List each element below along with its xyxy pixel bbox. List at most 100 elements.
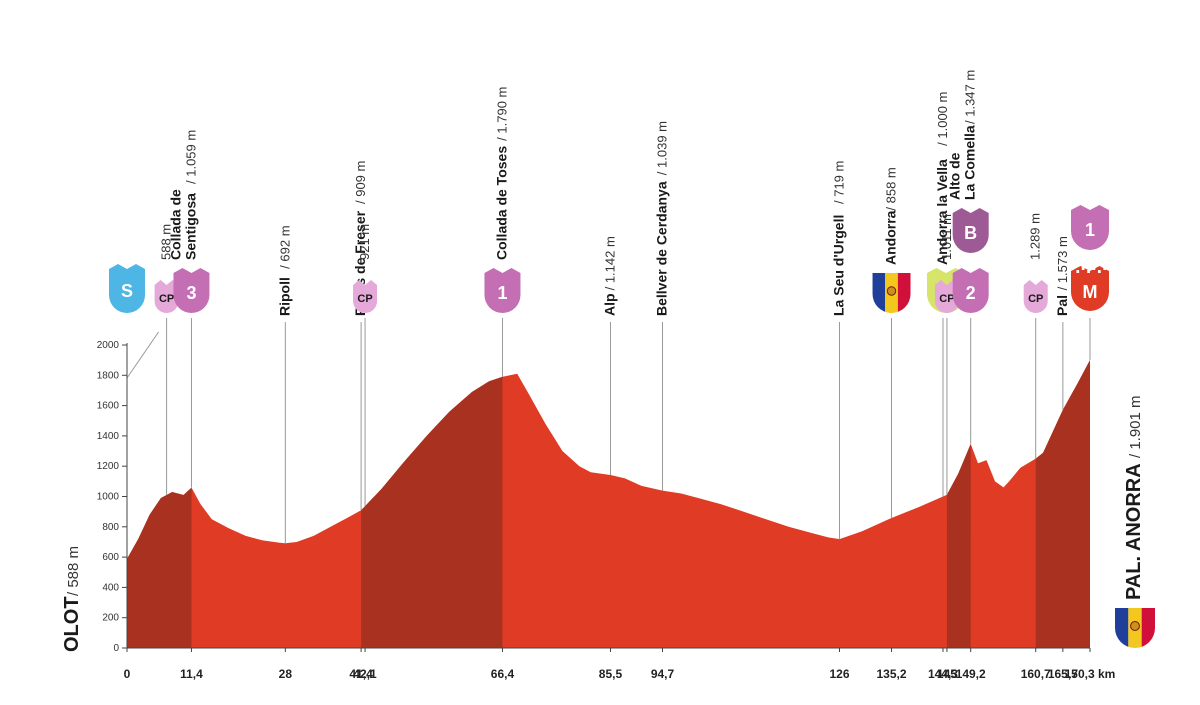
waypoint-name: Bellver de Cerdanya: [654, 181, 670, 316]
finish-checker: [1081, 267, 1085, 270]
badge-cp-1: CP: [154, 280, 179, 313]
start-label-group: OLOT / 588 m: [61, 546, 83, 652]
badge-finish-text: M: [1083, 282, 1098, 302]
x-tick-label: 126: [829, 667, 849, 681]
badge-finish-climb-text: 1: [1085, 220, 1095, 240]
waypoint-name: Alp: [601, 293, 617, 316]
badge-cp-5: CP: [353, 280, 378, 313]
waypoint-label-3: Ripoll / 692 m: [276, 225, 292, 316]
y-tick-label: 2000: [97, 340, 120, 351]
x-tick-label: 135,2: [877, 667, 907, 681]
badge-flag-10: [872, 273, 911, 313]
bonus-badge-shape-crest: [952, 208, 989, 213]
finish-altitude-label: / 1.901 m: [1127, 395, 1144, 458]
waypoint-name: Ripoll: [276, 277, 292, 316]
badge-finish: M1: [1071, 205, 1109, 311]
waypoint-name: Collada de: [167, 189, 183, 260]
waypoint-name: Collada de Toses: [493, 146, 509, 260]
finish-climb-badge-shape-crest: [1071, 205, 1109, 210]
x-tick-label: 149,2: [956, 667, 986, 681]
waypoint-label-2: Collada de Sentigosa / 1.059 m: [167, 130, 198, 260]
waypoint-name: Andorra la Vella: [934, 159, 950, 265]
start-badge-shape-crest: [109, 264, 145, 269]
waypoint-name: Andorra: [883, 210, 899, 265]
climb2-badge-shape: [952, 273, 989, 313]
badge-bonus-text: B: [964, 223, 977, 243]
waypoint-altitude: / 1.573 m: [1055, 236, 1070, 290]
badge-cp-text: CP: [1028, 293, 1043, 305]
finish-badge-shape-crest: [1071, 266, 1109, 271]
badge-climb-6: 1: [484, 268, 521, 313]
x-tick-label: 66,4: [491, 667, 515, 681]
y-tick-label: 800: [102, 522, 119, 533]
y-tick-label: 1200: [97, 461, 120, 472]
finish-checker: [1098, 270, 1101, 273]
badge-cp-14: CP: [1023, 280, 1048, 313]
waypoint-label-7: Alp / 1.142 m: [601, 236, 617, 316]
finish-checker: [1071, 267, 1074, 270]
y-tick-label: 0: [113, 643, 119, 654]
waypoint-altitude: 588 m: [159, 224, 174, 260]
waypoint-name: Pal: [1054, 295, 1070, 316]
waypoint-label-14: 1.289 m: [1028, 213, 1043, 260]
y-tick-label: 1800: [97, 370, 120, 381]
andorra-flag-finish: [1115, 608, 1155, 648]
finish-badge-shape: [1071, 271, 1109, 311]
finish-climb-badge-shape: [1071, 210, 1109, 250]
bonus-badge-shape: [952, 213, 989, 253]
waypoint-altitude: / 692 m: [277, 225, 292, 268]
y-tick-label: 1000: [97, 492, 120, 503]
finish-checker: [1087, 270, 1090, 273]
x-tick-label: 0: [124, 667, 131, 681]
climb2-badge-shape-crest: [952, 268, 989, 273]
finish-checker: [1076, 270, 1080, 273]
profile-area: [127, 360, 1090, 648]
badge-climb-text: 3: [186, 283, 196, 303]
waypoint-label-11: Andorra la Vella / 1.000 m: [934, 92, 950, 265]
waypoint-name: Sentigosa: [182, 193, 198, 260]
waypoint-altitude: / 1.039 m: [655, 121, 670, 175]
climb-segment-2: [361, 376, 503, 648]
finish-checker: [1103, 267, 1107, 270]
cp-badge-shape-crest: [353, 280, 378, 285]
cp-badge-shape-crest: [1023, 280, 1048, 285]
climb-badge-shape-crest: [484, 268, 521, 273]
start-connector: [126, 331, 159, 379]
andorra-flag-10-stripes: [872, 273, 911, 313]
climb-segment-4: [1035, 360, 1090, 648]
waypoint-altitude: 1.289 m: [1028, 213, 1043, 260]
x-tick-label: 165,5: [1048, 667, 1078, 681]
waypoint-name: La Comella: [962, 125, 978, 200]
badges-group: SCP3CP1SPCP2BCPM1: [109, 205, 1109, 313]
andorra-flag-10-coat: [886, 286, 897, 296]
cp-badge-shape: [1023, 285, 1048, 313]
waypoint-label-13: Alto de La Comella/ 1.347 m: [947, 70, 978, 200]
waypoint-lines-group: [126, 318, 1091, 544]
waypoint-altitude: / 858 m: [884, 167, 899, 210]
x-tick-label: 42,1: [353, 667, 377, 681]
finish-andorra-flag-red: [1141, 608, 1155, 648]
andorra-flag-10-blue: [872, 273, 886, 313]
finish-city-label: PAL. ANORRA: [1123, 463, 1145, 600]
x-tick-label: 160,7: [1021, 667, 1051, 681]
finish-andorra-flag-coat: [1130, 621, 1140, 631]
finish-checker: [1092, 267, 1096, 270]
waypoint-label-15: Pal / 1.573 m: [1054, 236, 1070, 316]
x-tick-label: 144,3: [928, 667, 958, 681]
badge-cp-text: CP: [939, 293, 954, 305]
cp-badge-shape-crest: [154, 280, 179, 285]
climb-badge-shape: [484, 273, 521, 313]
profile-area-group: [127, 360, 1090, 648]
y-tick-label: 1400: [97, 431, 120, 442]
waypoint-label-1: 588 m: [159, 224, 174, 260]
cp-badge-shape: [353, 285, 378, 313]
cp-badge-shape: [154, 285, 179, 313]
waypoint-altitude: 1.011 m: [939, 214, 954, 260]
waypoint-altitude: 921 m: [357, 224, 372, 260]
finish-andorra-flag-blue: [1115, 608, 1129, 648]
y-tick-label: 400: [102, 582, 119, 593]
axis-group: 0 200 400 600 800 1000 1200 1400 1600 1800 2000 0 11…: [97, 340, 1116, 681]
badge-start: S: [109, 264, 145, 313]
y-tick-label: 200: [102, 613, 119, 624]
